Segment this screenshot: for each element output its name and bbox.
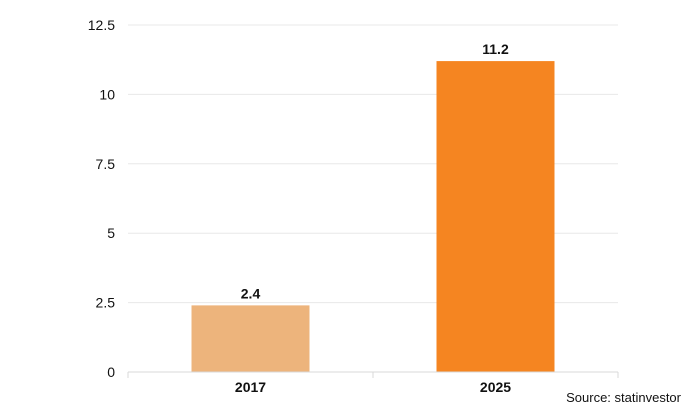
x-tick-label: 2025 — [480, 379, 511, 395]
bars: 2.4 11.2 — [191, 41, 555, 372]
y-tick-label: 0 — [107, 364, 115, 380]
y-tick-label: 7.5 — [96, 156, 116, 172]
y-tick-label: 5 — [107, 225, 115, 241]
bar-2017 — [191, 305, 310, 372]
y-axis: 0 2.5 5 7.5 10 12.5 — [88, 17, 115, 380]
y-tick-label: 12.5 — [88, 17, 115, 33]
bar-2025 — [436, 61, 555, 372]
y-tick-label: 10 — [99, 86, 115, 102]
x-axis: 2017 2025 — [127, 371, 619, 395]
data-label: 2.4 — [241, 285, 261, 301]
y-tick-label: 2.5 — [96, 295, 116, 311]
x-tick-label: 2017 — [235, 379, 266, 395]
data-label: 11.2 — [482, 41, 509, 57]
source-note: Source: statinvestor — [566, 390, 681, 405]
